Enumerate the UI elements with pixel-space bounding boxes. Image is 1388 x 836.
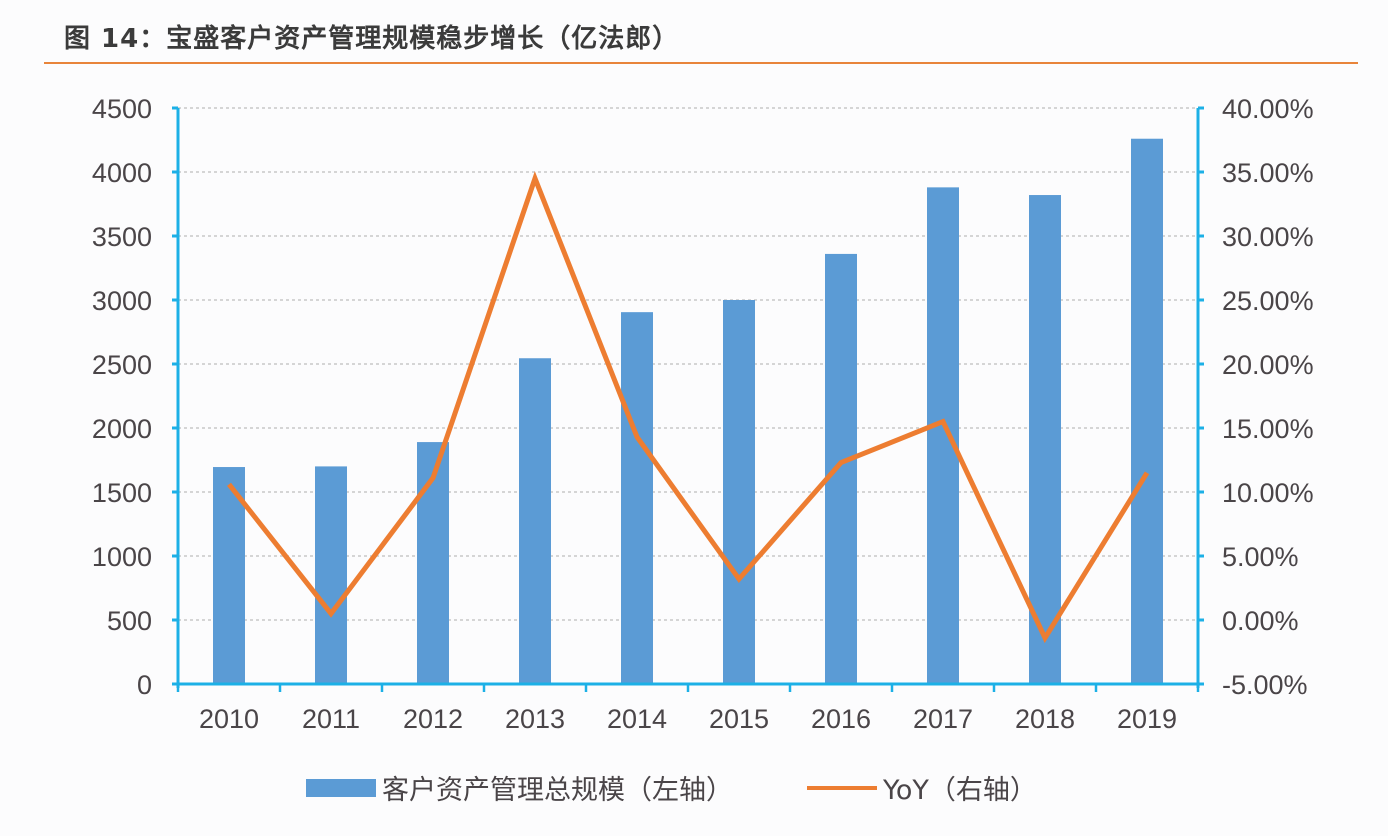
x-axis-label: 2018 xyxy=(1015,704,1075,734)
bar-2013 xyxy=(519,358,551,684)
left-axis-label: 2500 xyxy=(92,350,152,380)
x-axis-label: 2019 xyxy=(1117,704,1177,734)
legend-item-line: YoY（右轴） xyxy=(733,768,1037,807)
x-axis-label: 2011 xyxy=(302,704,360,734)
bar-2018 xyxy=(1029,195,1061,685)
right-axis-label: 15.00% xyxy=(1222,414,1314,444)
x-axis-label: 2014 xyxy=(607,704,667,734)
bar-2017 xyxy=(927,187,959,685)
yoy-line xyxy=(227,171,1150,644)
left-axis-label: 1000 xyxy=(92,542,152,572)
legend-item-bar: 客户资产管理总规模（左轴） xyxy=(306,768,733,807)
chart-title: 图 14：宝盛客户资产管理规模稳步增长（亿法郎） xyxy=(64,24,680,54)
x-axis-label: 2017 xyxy=(913,704,973,734)
left-axis-label: 3500 xyxy=(92,222,152,252)
left-axis-label: 4000 xyxy=(92,158,152,188)
left-axis-label: 2000 xyxy=(92,414,152,444)
combo-chart: 0 500 1000 1500 2000 2500 3000 3500 4000 4500 -5.0… xyxy=(92,94,1314,734)
right-axis-label: 10.00% xyxy=(1222,478,1314,508)
left-axis-label: 0 xyxy=(137,670,152,700)
left-axis-label: 1500 xyxy=(92,478,152,508)
right-axis-label: 25.00% xyxy=(1222,286,1314,316)
legend-bar-label: 客户资产管理总规模（左轴） xyxy=(382,775,733,806)
left-axis-label: 4500 xyxy=(92,94,152,124)
bar-2014 xyxy=(621,312,653,684)
right-axis-label: 35.00% xyxy=(1222,158,1314,188)
x-axis-label: 2016 xyxy=(811,704,871,734)
x-axis-label: 2013 xyxy=(505,704,565,734)
bar-swatch-icon xyxy=(306,778,376,797)
bar-2016 xyxy=(825,253,857,685)
right-axis-label: 0.00% xyxy=(1222,606,1299,636)
x-axis-label: 2010 xyxy=(199,704,259,734)
right-axis-label: 5.00% xyxy=(1222,542,1299,572)
bar-2019 xyxy=(1131,138,1163,685)
bar-2011 xyxy=(315,466,347,684)
x-axis-label: 2012 xyxy=(403,704,463,734)
right-axis-label: 40.00% xyxy=(1222,94,1314,124)
legend-line-label: YoY（右轴） xyxy=(883,775,1037,806)
line-swatch-icon xyxy=(807,785,877,790)
left-axis-label: 3000 xyxy=(92,286,152,316)
title-divider xyxy=(44,62,1358,64)
right-axis-label: -5.00% xyxy=(1222,670,1308,700)
bar-2010 xyxy=(213,467,245,684)
x-axis-label: 2015 xyxy=(709,704,769,734)
right-axis-label: 30.00% xyxy=(1222,222,1314,252)
left-axis-label: 500 xyxy=(107,606,152,636)
right-axis-label: 20.00% xyxy=(1222,350,1314,380)
bar-2015 xyxy=(723,300,755,684)
bar-2012 xyxy=(417,442,449,684)
legend: 客户资产管理总规模（左轴） YoY（右轴） xyxy=(306,768,1037,807)
